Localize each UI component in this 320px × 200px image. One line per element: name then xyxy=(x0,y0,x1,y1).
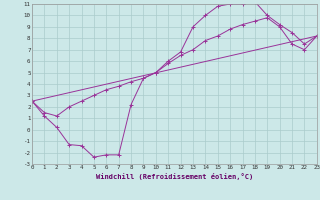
X-axis label: Windchill (Refroidissement éolien,°C): Windchill (Refroidissement éolien,°C) xyxy=(96,173,253,180)
